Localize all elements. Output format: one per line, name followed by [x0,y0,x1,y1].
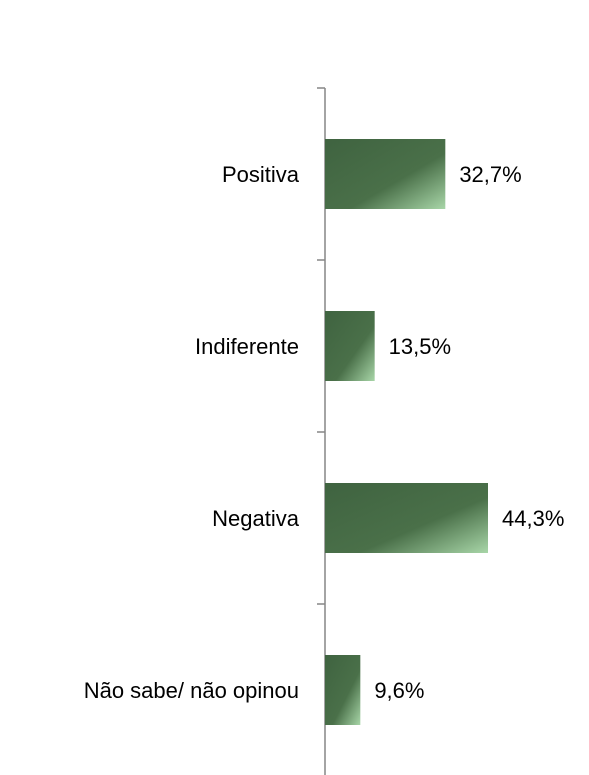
category-label: Não sabe/ não opinou [84,678,299,703]
bar [325,139,446,209]
data-label: 32,7% [459,162,521,187]
category-label: Negativa [212,506,300,531]
category-label: Positiva [222,162,300,187]
bar [325,483,488,553]
data-label: 44,3% [502,506,564,531]
bar [325,655,361,725]
category-label: Indiferente [195,334,299,359]
data-label: 13,5% [389,334,451,359]
bar [325,311,375,381]
data-label: 9,6% [374,678,424,703]
